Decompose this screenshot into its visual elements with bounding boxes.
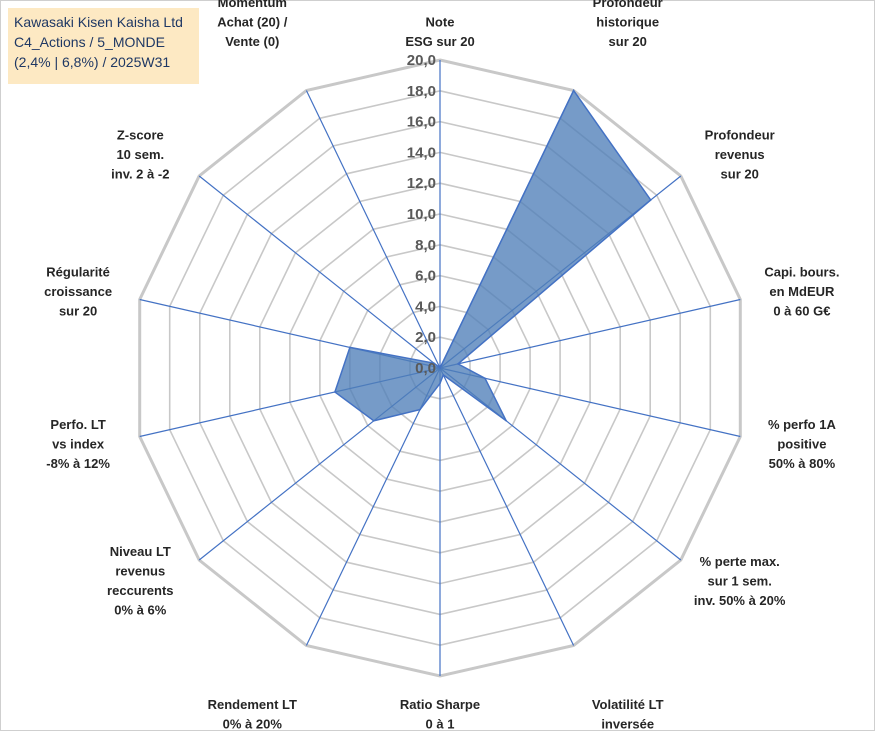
category-label: C4_Actions / 5_MONDE [14,34,165,50]
axis-label: reccurents [107,583,173,598]
axis-spoke [305,90,441,369]
axis-label: Niveau LT [110,544,171,559]
axis-label-group: Profondeur revenus sur 20 [705,128,775,182]
axis-label: 0 à 1 [426,717,455,731]
axis-label: historique [596,15,659,30]
tick-label: 6,0 [415,268,436,285]
axis-label-group: Note ESG sur 20 [405,15,474,50]
tick-label: 16,0 [407,114,436,131]
axis-label: sur 20 [59,304,97,319]
data-point [505,420,508,422]
tick-label: 14,0 [407,144,436,161]
data-point [457,363,459,365]
data-point [484,377,486,380]
axis-label: sur 20 [609,34,647,49]
tick-label: 10,0 [407,206,436,223]
axis-label: revenus [715,147,765,162]
company-name: Kawasaki Kisen Kaisha Ltd [14,14,183,30]
data-point [442,374,445,376]
axis-label: Vente (0) [225,34,279,49]
axis-label-group: Régularité croissance sur 20 [44,265,112,319]
data-point [419,408,421,411]
axis-label: en MdEUR [769,284,835,299]
data-point [649,199,652,201]
axis-label: inv. 50% à 20% [694,593,786,608]
data-point [572,89,575,92]
series-area [334,89,652,422]
axis-label: Profondeur [593,0,663,10]
axis-label: 10 sem. [116,147,164,162]
axis-label: Volatilité LT [592,697,664,712]
data-point [349,346,351,349]
axis-label: revenus [115,564,165,579]
axis-label: % perte max. [700,554,780,569]
axis-label: croissance [44,284,112,299]
data-point [334,391,336,393]
axis-spoke [439,367,575,646]
axis-label: sur 20 [721,167,759,182]
axis-label-group: % perfo 1A positive 50% à 80% [768,417,837,471]
axis-label-group: Z-score 10 sem. inv. 2 à -2 [111,128,169,182]
tick-label: 4,0 [415,298,436,315]
axis-label-group: Rendement LT 0% à 20% [208,697,297,731]
axis-label: 0 à 60 G€ [773,304,830,319]
data-point [373,420,375,422]
axis-label: 0% à 20% [223,717,283,731]
tick-label: 12,0 [407,175,436,192]
period-label: (2,4% | 6,8%) / 2025W31 [14,54,171,70]
axis-spoke [305,367,441,646]
data-point [433,362,435,365]
axis-label: 0% à 6% [114,603,166,618]
axis-label: vs index [52,436,105,451]
axis-spoke [439,367,741,438]
axis-label-group: % perte max. sur 1 sem. inv. 50% à 20% [694,554,786,608]
axis-label: Régularité [46,265,110,280]
axis-label: ESG sur 20 [405,34,474,49]
axis-label: Perfo. LT [50,417,105,432]
axis-label: Achat (20) / [217,15,287,30]
axis-label: -8% à 12% [46,456,110,471]
axis-label: inversée [601,717,654,731]
axis-spoke [198,175,441,369]
tick-label: 20,0 [407,52,436,69]
axis-label: Profondeur [705,128,775,143]
radar-series [334,89,652,422]
axis-label-group: Ratio Sharpe 0 à 1 [400,697,480,731]
axis-label-group: Momentum Achat (20) / Vente (0) [217,0,287,49]
axis-label: sur 1 sem. [708,574,772,589]
axis-label-group: Niveau LT revenus reccurents 0% à 6% [107,544,173,618]
axis-label: Capi. bours. [764,265,839,280]
axis-label: Ratio Sharpe [400,697,480,712]
axis-spoke [439,298,741,369]
axis-label: % perfo 1A [768,417,837,432]
tick-label: 8,0 [415,237,436,254]
axis-label-group: Profondeur historique sur 20 [593,0,663,49]
axis-label: inv. 2 à -2 [111,167,169,182]
radial-tick-labels: 0,0 2,0 4,0 6,0 8,0 10,0 12,0 14,0 16,0 18,0 20,0 [407,52,436,377]
axis-label: Momentum [218,0,287,10]
info-box: Kawasaki Kisen Kaisha Ltd C4_Actions / 5… [8,8,199,84]
axis-label: Rendement LT [208,697,297,712]
axis-label: Note [426,15,455,30]
axis-label: positive [777,436,826,451]
axis-label-group: Volatilité LTinversée40% à 0% [592,697,664,731]
data-point [439,382,441,385]
axis-labels: Note ESG sur 20 Profondeur historique sur 20… [44,0,839,731]
axis-label-group: Perfo. LT vs index -8% à 12% [46,417,110,471]
axis-label: Z-score [117,128,164,143]
tick-label: 0,0 [415,360,436,377]
tick-label: 18,0 [407,83,436,100]
data-point [439,367,441,369]
axis-label-group: Capi. bours. en MdEUR 0 à 60 G€ [764,265,839,319]
tick-label: 2,0 [415,329,436,346]
axis-label: 50% à 80% [769,456,836,471]
